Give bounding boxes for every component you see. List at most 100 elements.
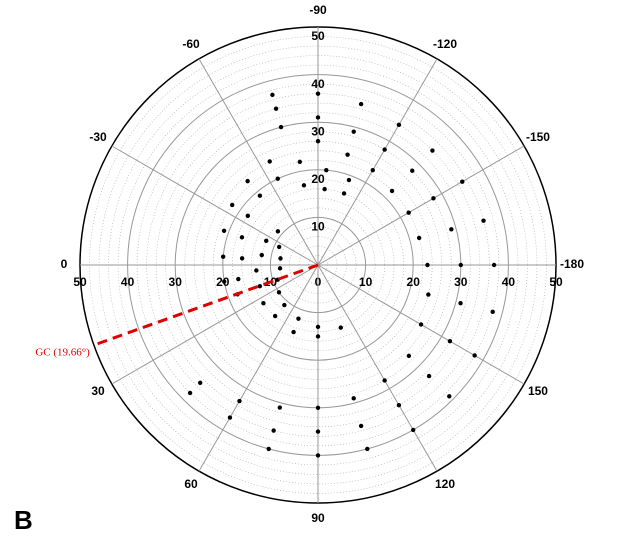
data-point [322,186,327,192]
radial-tick-label: 50 [549,275,563,289]
data-point [197,380,203,386]
data-point [425,262,430,268]
data-point [382,147,387,152]
data-point [273,106,279,111]
data-point [222,279,227,284]
data-point [257,283,263,289]
gc-label: GC (19.66°) [35,347,90,359]
spoke [317,264,438,472]
data-point [259,252,264,258]
spoke [317,145,525,266]
angle-tick-label: 30 [91,384,105,398]
data-point [370,167,375,173]
data-point [236,276,241,282]
data-point [426,373,432,379]
data-point [416,235,422,241]
data-point [239,235,245,240]
data-point [276,290,282,295]
data-point [447,338,453,344]
data-point [278,124,284,130]
data-point [460,179,465,184]
data-point [351,129,356,134]
data-point [275,176,280,181]
data-point [261,301,266,306]
data-point [418,322,424,327]
data-point [257,193,263,198]
spoke [111,264,319,385]
data-point [472,353,477,358]
data-point [187,390,193,396]
data-point [220,254,226,259]
data-point [345,152,350,157]
radial-tick-label: 40 [502,275,516,289]
data-point [276,244,282,250]
data-point [291,329,296,335]
data-point [382,378,387,383]
angle-tick-label: 60 [184,477,198,491]
data-point [430,148,435,153]
data-point [411,427,416,433]
data-point [324,167,329,173]
data-point [227,415,233,420]
angle-tick-label: 0 [61,257,68,271]
data-point [297,159,303,165]
data-point [296,316,301,321]
angle-tick-label: -90 [309,3,327,17]
spoke [198,58,319,266]
radial-tick-label: 10 [359,275,373,289]
data-point [278,256,283,261]
data-point [315,139,321,144]
panel-label: B [14,505,33,535]
angle-tick-label: -30 [89,130,107,144]
data-point [271,428,276,433]
data-point [277,405,283,410]
data-point [267,159,272,164]
data-point [245,178,250,184]
data-point [449,227,454,232]
data-point [406,353,412,359]
spoke [317,58,438,266]
radial-tick-label: 40 [121,275,135,289]
data-point [358,423,364,429]
angle-tick-label: -60 [182,37,200,51]
data-point [272,313,278,319]
data-point [338,325,343,330]
spoke [198,264,319,472]
data-point [315,453,321,458]
data-point [481,218,486,223]
data-point [315,324,321,330]
radial-tick-label: 30 [454,275,468,289]
data-point [490,309,495,315]
angle-tick-label: -150 [526,130,550,144]
data-point [365,446,370,452]
data-point [277,266,283,271]
data-point [396,402,402,408]
angle-tick-label: 90 [311,511,325,525]
data-point [447,394,452,399]
data-point [230,202,235,208]
data-point [315,115,321,120]
data-point [406,210,411,215]
data-point [282,302,287,308]
data-point [237,398,242,404]
data-point [315,429,321,434]
data-point [254,268,259,273]
gc-line [93,263,319,347]
data-point [239,256,245,261]
data-point [275,229,281,234]
data-point [410,168,415,173]
data-point [346,177,352,183]
angle-tick-label: 120 [435,477,455,491]
data-point [315,91,321,96]
data-point [245,213,251,219]
data-point [264,238,269,244]
data-point [458,300,463,306]
data-point [221,228,227,234]
data-point [431,196,436,201]
data-point [351,396,356,401]
data-point [358,101,364,107]
angle-tick-label: 150 [528,384,548,398]
angle-tick-label: -120 [433,37,457,51]
data-point [266,446,271,452]
data-point [396,122,402,128]
